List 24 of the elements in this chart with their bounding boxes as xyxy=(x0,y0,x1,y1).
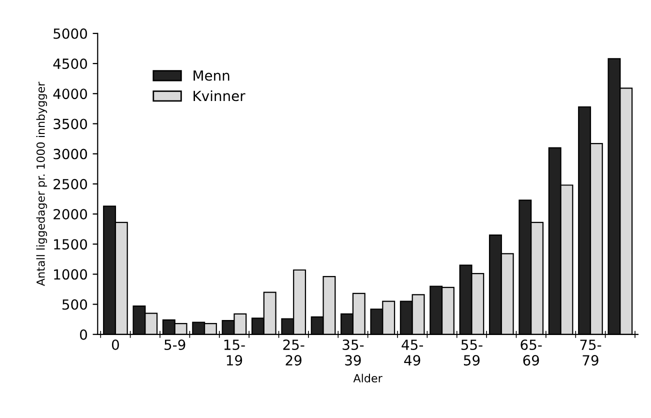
y-tick-label: 5000 xyxy=(54,28,88,39)
x-tick-label: 55- 59 xyxy=(461,340,482,366)
y-tick-label: 4000 xyxy=(53,88,88,100)
y-tick-label: 0 xyxy=(80,329,88,340)
y-tick-label: 3000 xyxy=(54,148,88,160)
y-tick-label: 1000 xyxy=(54,269,88,280)
y-tick-label: 2500 xyxy=(54,178,88,190)
legend-label: Kvinner xyxy=(194,90,246,102)
x-tick-label: 45- 49 xyxy=(402,340,424,366)
y-tick-label: 4500 xyxy=(53,58,88,70)
x-tick-label: 25- 29 xyxy=(283,340,304,366)
y-tick-label: 3500 xyxy=(54,118,88,130)
x-tick-label: 5-9 xyxy=(164,340,186,350)
x-tick-label: 35- 39 xyxy=(342,340,364,366)
y-axis-title: Antall liggedager pr. 1000 innbygger xyxy=(36,82,48,286)
y-tick-label: 500 xyxy=(62,299,88,310)
x-tick-label: 0 xyxy=(112,340,119,350)
x-tick-label: 15- 19 xyxy=(224,340,245,366)
x-tick-label: 75- 79 xyxy=(580,340,602,366)
x-axis-title: Alder xyxy=(353,374,382,382)
x-tick-label: 65- 69 xyxy=(520,340,542,366)
y-tick-label: 1500 xyxy=(54,239,88,250)
legend-label: Menn xyxy=(194,70,230,81)
y-tick-label: 2000 xyxy=(54,208,88,220)
